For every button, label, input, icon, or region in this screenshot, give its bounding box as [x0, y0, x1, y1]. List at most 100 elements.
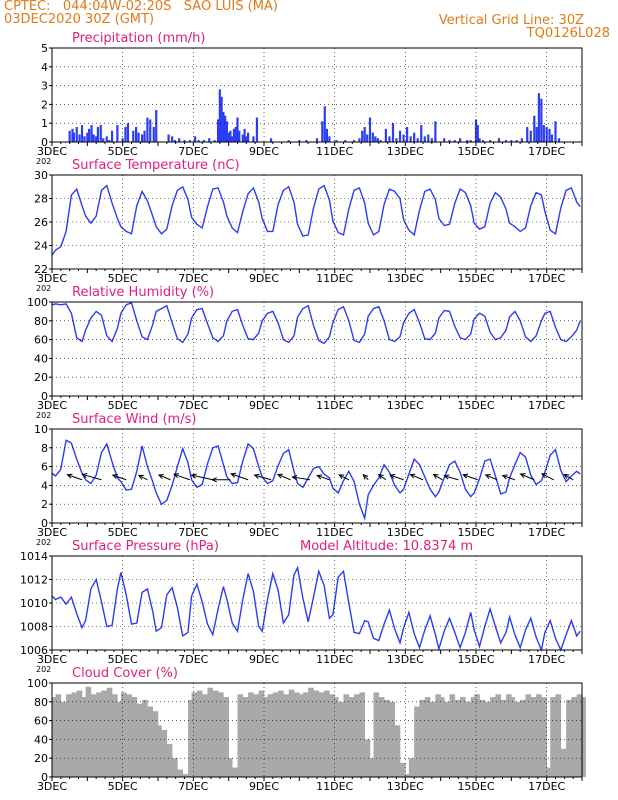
- bar-5-15: [126, 694, 132, 777]
- bar-5-47: [288, 689, 295, 777]
- y-tick-label: 6: [41, 461, 48, 474]
- year-label: 202: [36, 157, 51, 166]
- wind-arrow-4: [157, 474, 171, 481]
- wind-arrow-shaft: [485, 474, 498, 481]
- wind-arrow-head: [540, 473, 547, 479]
- x-date-label: 5DEC: [108, 145, 138, 158]
- wind-arrow-15: [377, 473, 387, 481]
- bar-5-98: [544, 767, 551, 777]
- bar-5-32: [212, 690, 219, 777]
- bar-0-67: [323, 106, 326, 142]
- y-tick-label: 26: [34, 216, 48, 229]
- x-date-label: 3DEC: [37, 780, 67, 793]
- bar-5-19: [147, 706, 153, 777]
- x-date-label: 5DEC: [108, 780, 138, 793]
- bar-5-88: [495, 694, 502, 777]
- x-date-label: 5DEC: [108, 272, 138, 285]
- x-date-label: 7DEC: [178, 145, 208, 158]
- bar-0-117: [537, 93, 540, 142]
- bar-0-69: [328, 136, 331, 142]
- wind-arrow-18: [432, 473, 443, 481]
- wind-arrow-22: [501, 474, 516, 481]
- bar-0-98: [448, 140, 451, 142]
- x-date-label: 15DEC: [457, 145, 494, 158]
- bar-0-15: [105, 136, 108, 142]
- bar-0-40: [208, 138, 211, 142]
- bar-5-91: [509, 697, 516, 777]
- bar-0-54: [238, 130, 241, 142]
- bar-0-114: [529, 130, 532, 142]
- header-station: CPTEC: 044:04W-02:20S SAO LUIS (MA): [4, 0, 278, 14]
- panel-title-5: Cloud Cover (%): [72, 666, 178, 681]
- x-date-label: 13DEC: [387, 653, 424, 666]
- y-tick-label: 4: [41, 61, 48, 74]
- bar-5-34: [223, 697, 229, 777]
- panel-2: [49, 301, 583, 400]
- y-tick-label: 40: [34, 352, 48, 365]
- x-date-label: 11DEC: [316, 526, 353, 539]
- y-tick-label: 0: [41, 517, 48, 530]
- x-date-label: 13DEC: [387, 145, 424, 158]
- wind-arrow-head: [137, 474, 144, 480]
- panel-3: [49, 428, 583, 527]
- wind-arrow-21: [484, 474, 498, 481]
- bar-0-77: [368, 117, 372, 142]
- bar-5-79: [449, 694, 456, 777]
- wind-arrow-shaft: [158, 474, 171, 481]
- bar-0-89: [409, 136, 412, 142]
- bar-5-6: [82, 697, 88, 777]
- x-date-label: 3DEC: [37, 653, 67, 666]
- x-date-label: 7DEC: [178, 780, 208, 793]
- wind-arrow-head: [66, 473, 73, 479]
- bar-0-14: [102, 138, 105, 142]
- series-line-2: [51, 301, 581, 345]
- x-date-label: 7DEC: [178, 653, 208, 666]
- bar-0-6: [83, 136, 86, 142]
- bar-0-10: [92, 134, 95, 142]
- bar-5-103: [571, 697, 577, 777]
- bar-0-62: [287, 140, 290, 142]
- bar-0-96: [434, 121, 437, 142]
- bar-5-50: [302, 692, 309, 777]
- bar-0-123: [554, 121, 557, 142]
- y-tick-label: 20: [34, 752, 48, 765]
- bar-5-105: [580, 697, 586, 777]
- bar-0-75: [363, 126, 366, 142]
- bar-5-56: [332, 697, 339, 777]
- bar-0-52: [234, 126, 237, 142]
- bar-5-89: [500, 699, 507, 777]
- bar-0-78: [371, 132, 374, 142]
- y-tick-label: 0: [41, 771, 48, 784]
- y-tick-label: 2: [41, 498, 48, 511]
- x-date-label: 11DEC: [316, 653, 353, 666]
- x-date-label: 9DEC: [249, 399, 279, 412]
- bar-0-92: [420, 125, 423, 142]
- wind-arrow-shaft: [254, 474, 272, 481]
- bar-0-80: [376, 138, 379, 142]
- wind-arrow-head: [276, 473, 283, 479]
- wind-arrow-shaft: [338, 474, 350, 481]
- bar-5-7: [85, 686, 92, 777]
- bar-5-73: [419, 699, 426, 777]
- bar-0-109: [504, 140, 508, 142]
- bar-0-43: [218, 89, 221, 142]
- bar-5-70: [403, 774, 410, 777]
- x-date-label: 3DEC: [37, 272, 67, 285]
- y-tick-label: 80: [34, 315, 48, 328]
- bar-0-24: [137, 132, 140, 142]
- bar-5-71: [408, 758, 415, 777]
- bar-0-86: [398, 130, 402, 142]
- y-tick-label: 1014: [20, 550, 48, 563]
- bar-5-11: [106, 687, 113, 777]
- bar-5-17: [136, 703, 143, 777]
- header-model-code: TQ0126L028: [526, 26, 610, 41]
- bar-0-2: [72, 132, 76, 142]
- bar-5-38: [242, 697, 249, 777]
- bar-5-3: [66, 694, 72, 777]
- bar-5-80: [454, 699, 461, 777]
- bar-0-113: [526, 126, 529, 142]
- bar-5-23: [166, 744, 173, 777]
- bar-0-102: [469, 140, 472, 142]
- bar-5-101: [560, 748, 567, 777]
- bar-5-74: [424, 697, 431, 777]
